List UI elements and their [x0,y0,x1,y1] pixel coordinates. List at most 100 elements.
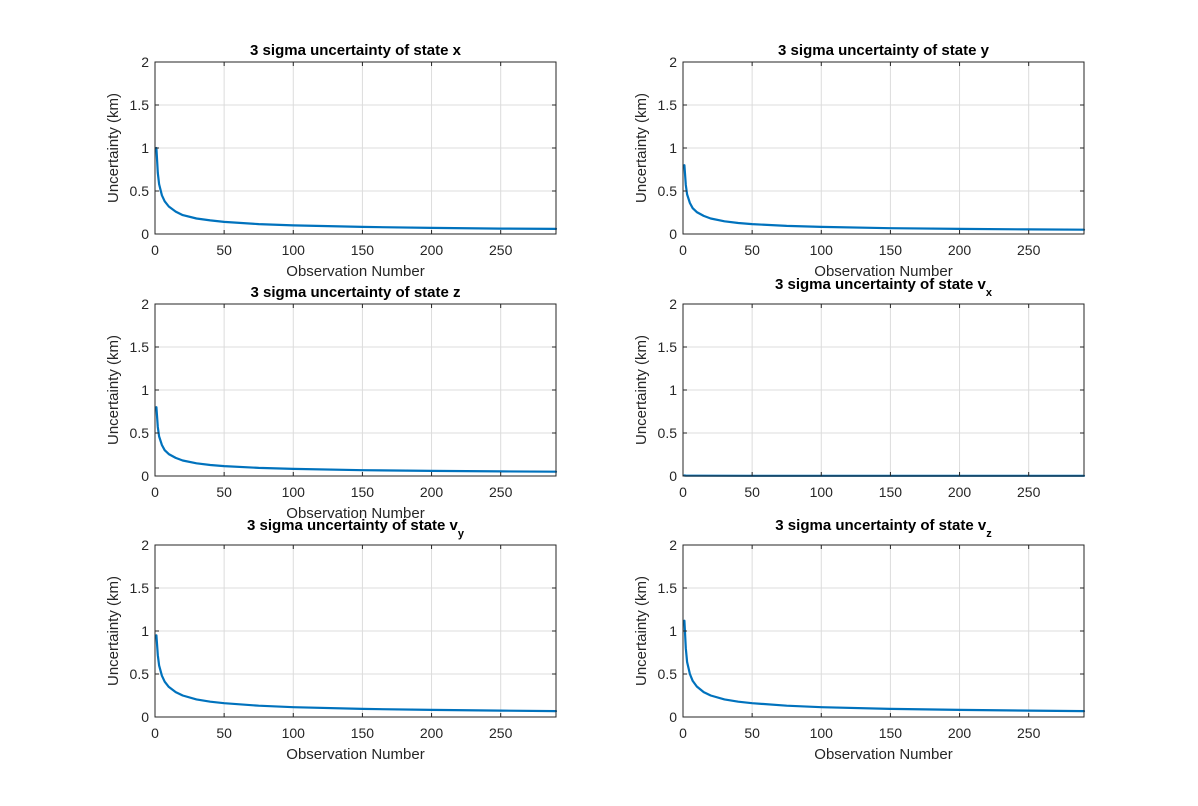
x-tick-label: 0 [151,725,159,741]
x-tick-label: 50 [744,725,760,741]
y-tick-label: 0 [141,226,149,242]
y-tick-label: 0.5 [130,425,150,441]
series-line-1 [155,146,558,230]
chart-title-subscript: y [458,528,465,540]
y-tick-label: 0 [669,709,677,725]
y-tick-label: 1.5 [130,97,150,113]
y-tick-label: 0.5 [658,183,678,199]
y-tick-label: 0 [141,709,149,725]
x-tick-label: 150 [879,484,903,500]
y-tick-label: 1.5 [658,339,678,355]
x-tick-label: 250 [489,484,513,500]
subplot-3: 0 50 100 150 200 250 0 0.5 1 1.5 2 Observation Numb… [105,284,558,522]
y-tick-label: 0.5 [130,666,150,682]
x-tick-label: 150 [351,242,375,258]
y-axis-label: Uncertainty (km) [105,576,122,686]
x-tick-label: 200 [948,242,972,258]
x-axis-label: Observation Number [286,746,424,763]
y-tick-label: 1 [669,382,677,398]
x-tick-label: 250 [489,725,513,741]
y-axis-label: Uncertainty (km) [633,335,650,445]
x-tick-label: 50 [216,242,232,258]
x-tick-label: 150 [879,242,903,258]
x-tick-label: 250 [1017,484,1041,500]
x-axis-label: Observation Number [286,263,424,280]
x-tick-label: 200 [420,484,444,500]
x-tick-label: 0 [679,242,687,258]
series-line-1 [155,634,558,713]
chart-title: 3 sigma uncertainty of state y [778,42,990,59]
chart-title-main: 3 sigma uncertainty of state z [250,284,460,301]
y-axis-label: Uncertainty (km) [633,93,650,203]
y-tick-label: 0 [669,468,677,484]
subplot-4: 0 50 100 150 200 250 0 0.5 1 1.5 2 Uncertainty (km)… [633,276,1086,500]
y-tick-label: 0.5 [658,666,678,682]
y-tick-label: 2 [141,537,149,553]
x-tick-label: 150 [351,725,375,741]
x-tick-label: 0 [679,725,687,741]
y-tick-label: 1 [141,623,149,639]
y-tick-label: 1 [669,140,677,156]
series-line-1 [683,164,1086,231]
x-tick-label: 250 [1017,725,1041,741]
series-line-1 [155,406,558,473]
x-tick-label: 100 [282,484,306,500]
x-tick-label: 50 [216,725,232,741]
x-tick-label: 100 [810,242,834,258]
x-axis-label: Observation Number [814,263,952,280]
x-tick-label: 250 [489,242,513,258]
chart-title-main: 3 sigma uncertainty of state y [778,42,990,59]
subplot-6: 0 50 100 150 200 250 0 0.5 1 1.5 2 Observation Numb… [633,517,1086,763]
x-tick-label: 250 [1017,242,1041,258]
x-tick-label: 100 [282,242,306,258]
x-tick-label: 100 [810,484,834,500]
y-tick-label: 1.5 [658,97,678,113]
y-tick-label: 1 [141,382,149,398]
chart-title-main: 3 sigma uncertainty of state v [247,517,459,534]
y-tick-label: 0 [141,468,149,484]
y-tick-label: 1 [141,140,149,156]
x-tick-label: 200 [948,484,972,500]
y-tick-label: 1 [669,623,677,639]
x-tick-label: 0 [151,484,159,500]
series-line-1 [683,619,1086,713]
x-tick-label: 50 [216,484,232,500]
y-tick-label: 1.5 [130,580,150,596]
chart-title-subscript: x [986,287,993,299]
y-tick-label: 1.5 [130,339,150,355]
x-tick-label: 150 [351,484,375,500]
x-tick-label: 200 [948,725,972,741]
chart-title-main: 3 sigma uncertainty of state x [250,42,462,59]
y-tick-label: 2 [141,296,149,312]
subplot-1: 0 50 100 150 200 250 0 0.5 1 1.5 2 Observation Numb… [105,42,558,280]
y-tick-label: 2 [669,537,677,553]
x-tick-label: 50 [744,242,760,258]
y-axis-label: Uncertainty (km) [105,335,122,445]
x-tick-label: 100 [282,725,306,741]
x-axis-label: Observation Number [286,505,424,522]
x-tick-label: 100 [810,725,834,741]
chart-title-main: 3 sigma uncertainty of state v [775,517,987,534]
x-tick-label: 0 [679,484,687,500]
x-axis-label: Observation Number [814,746,952,763]
x-tick-label: 200 [420,242,444,258]
chart-title: 3 sigma uncertainty of state vy [247,517,465,540]
y-axis-label: Uncertainty (km) [105,93,122,203]
x-tick-label: 200 [420,725,444,741]
y-tick-label: 0.5 [658,425,678,441]
y-tick-label: 2 [669,296,677,312]
subplot-2: 0 50 100 150 200 250 0 0.5 1 1.5 2 Observation Numb… [633,42,1086,280]
y-axis-label: Uncertainty (km) [633,576,650,686]
y-tick-label: 0.5 [130,183,150,199]
chart-title: 3 sigma uncertainty of state vx [775,276,993,299]
chart-title: 3 sigma uncertainty of state z [250,284,460,301]
y-tick-label: 1.5 [658,580,678,596]
chart-title-main: 3 sigma uncertainty of state v [775,276,987,293]
y-tick-label: 2 [669,54,677,70]
x-tick-label: 0 [151,242,159,258]
x-tick-label: 150 [879,725,903,741]
y-tick-label: 0 [669,226,677,242]
x-tick-label: 50 [744,484,760,500]
chart-title-subscript: z [986,528,992,540]
